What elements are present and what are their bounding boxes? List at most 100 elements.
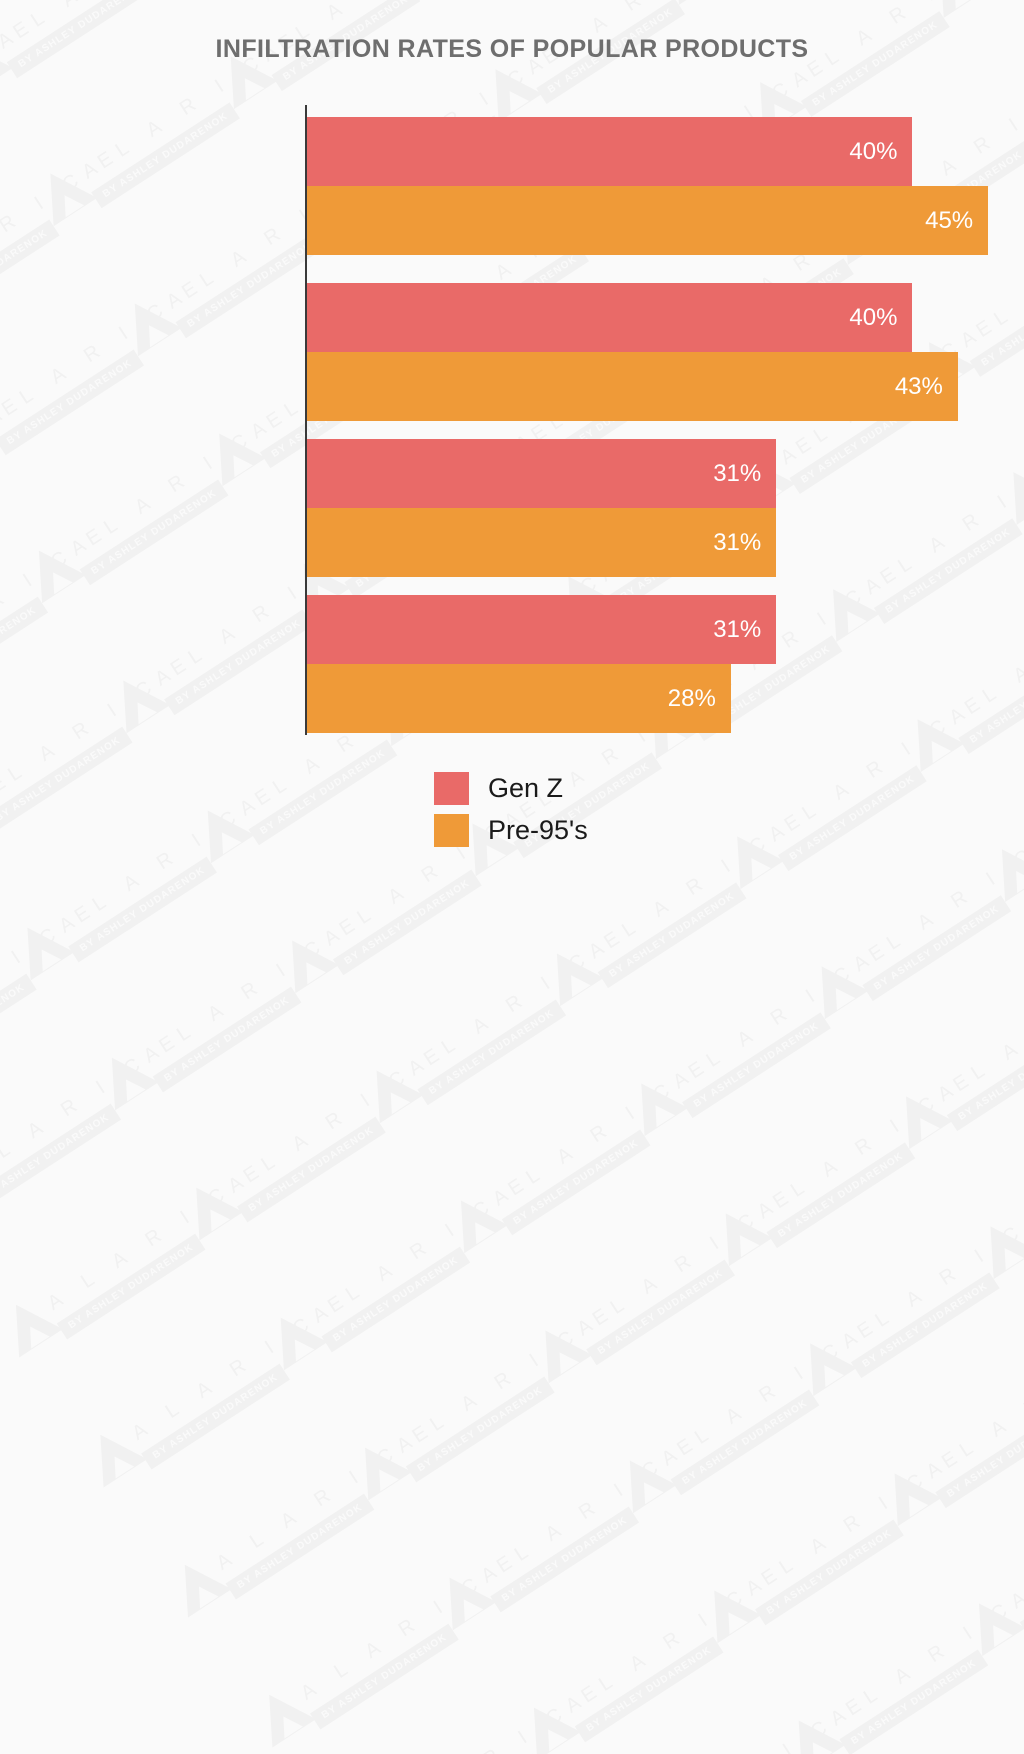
watermark-ribbon: BY ASHLEY DUDARENOK [406,1377,555,1483]
watermark-ribbon: BY ASHLEY DUDARENOK [322,1247,471,1353]
watermark-wordmark: A L A R I C E [309,1169,538,1329]
watermark-wordmark: A L A R I C E [213,1416,442,1576]
bar-value-label: 45% [925,207,988,235]
watermark-wordmark: A L A R I C E [478,1429,707,1589]
triangle-a-logo-icon [693,1577,762,1644]
watermark-tile: A L A R I C EBY ASHLEY DUDARENOK [0,941,80,1188]
bar-value-label: 31% [713,616,776,644]
watermark-wordmark: A L A R I C E [489,1052,718,1212]
watermark-ribbon: BY ASHLEY DUDARENOK [0,1104,122,1210]
triangle-a-logo-icon [704,1199,773,1266]
watermark-wordmark: A L A R I C E [405,922,634,1082]
watermark-wordmark: A L A R I C E [827,1572,1024,1732]
watermark-ribbon: BY ASHLEY DUDARENOK [767,1143,916,1249]
watermark-tile: A L A R I C EBY ASHLEY DUDARENOK [959,1123,1024,1370]
bar-pre95[interactable]: 31% [307,508,776,577]
watermark-ribbon: BY ASHLEY DUDARENOK [671,1390,820,1496]
watermark-ribbon: BY ASHLEY DUDARENOK [310,1624,459,1730]
bar-genz[interactable]: 31% [307,439,776,508]
triangle-a-logo-icon [175,1174,244,1241]
triangle-a-logo-icon [355,1057,424,1124]
watermark-wordmark: A L A R I C E [224,1039,453,1199]
triangle-a-logo-icon [344,1434,413,1501]
triangle-a-logo-icon [163,1551,232,1618]
legend-swatch-genz [434,772,469,805]
watermark-ribbon: BY ASHLEY DUDARENOK [142,1364,291,1470]
watermark-ribbon: BY ASHLEY DUDARENOK [947,1025,1024,1131]
watermark-tile: A L A R I C EBY ASHLEY DUDARENOK [767,1617,1024,1754]
watermark-tile: A L A R I C EBY ASHLEY DUDARENOK [322,1721,587,1754]
watermark-wordmark: A L A R I C E [647,1689,876,1754]
watermark-ribbon: BY ASHLEY DUDARENOK [418,1000,567,1106]
watermark-wordmark: A L A R I C E [0,896,104,1056]
watermark-wordmark: A L A R I C E [923,1325,1024,1485]
triangle-a-logo-icon [0,1291,63,1358]
bar-pre95[interactable]: 43% [307,352,958,421]
watermark-ribbon: BY ASHLEY DUDARENOK [863,895,1012,1001]
watermark-ribbon: BY ASHLEY DUDARENOK [575,1637,724,1743]
triangle-a-logo-icon [440,1187,509,1254]
watermark-wordmark: A L A R I C E [562,1559,791,1719]
watermark-ribbon: BY ASHLEY DUDARENOK [237,1117,386,1223]
bar-value-label: 28% [668,685,731,713]
legend-label-genz: Gen Z [488,773,563,804]
triangle-a-logo-icon [873,1459,942,1526]
watermark-ribbon: BY ASHLEY DUDARENOK [57,1234,206,1340]
triangle-a-logo-icon [513,1694,582,1754]
bar-value-label: 31% [713,529,776,557]
bar-genz[interactable]: 40% [307,283,912,352]
bar-genz[interactable]: 31% [307,595,776,664]
bar-pre95[interactable]: 28% [307,664,731,733]
watermark-wordmark: A L A R I C E [838,1195,1024,1355]
watermark-wordmark: A L A R I C E [393,1299,622,1459]
watermark-ribbon: BY ASHLEY DUDARENOK [0,974,37,1080]
triangle-a-logo-icon [248,1681,317,1748]
legend-item-pre95[interactable]: Pre-95's [434,814,588,847]
watermark-tile: A L A R I C EBY ASHLEY DUDARENOK [948,1500,1024,1747]
plot-area: Cosmetic products 40% 45% Accessories 40… [305,105,1024,735]
bar-value-label: 43% [895,373,958,401]
bar-genz[interactable]: 40% [307,117,912,186]
watermark-ribbon: BY ASHLEY DUDARENOK [840,1650,989,1754]
watermark-wordmark: A L A R I C E [1007,1455,1024,1615]
watermark-tile: A L A R I C EBY ASHLEY DUDARENOK [779,1240,1024,1487]
watermark-wordmark: A L A R I C E [140,909,369,1069]
watermark-wordmark: A L A R I C E [934,948,1024,1108]
legend-swatch-pre95 [434,814,469,847]
bar-pre95[interactable]: 45% [307,186,988,255]
watermark-wordmark: A L A R I C E [670,935,899,1095]
triangle-a-logo-icon [271,927,340,994]
watermark-wordmark: A L A R I C E [658,1312,887,1472]
triangle-a-logo-icon [620,1069,689,1136]
legend-label-pre95: Pre-95's [488,815,588,846]
watermark-wordmark: A L A R I C E [1019,1078,1024,1238]
watermark-ribbon: BY ASHLEY DUDARENOK [598,883,747,989]
triangle-a-logo-icon [789,1329,858,1396]
legend-item-genz[interactable]: Gen Z [434,772,588,805]
watermark-wordmark: A L A R I C E [129,1286,358,1446]
watermark-wordmark: A L A R I C E [44,1156,273,1316]
bar-chart: INFILTRATION RATES OF POPULAR PRODUCTS C… [0,0,1024,877]
watermark-ribbon: BY ASHLEY DUDARENOK [333,870,482,976]
chart-legend: Gen Z Pre-95's [434,772,588,856]
watermark-ribbon: BY ASHLEY DUDARENOK [153,987,302,1093]
bar-value-label: 31% [713,460,776,488]
triangle-a-logo-icon [969,1212,1024,1279]
watermark-ribbon: BY ASHLEY DUDARENOK [683,1013,832,1119]
triangle-a-logo-icon [777,1707,846,1754]
